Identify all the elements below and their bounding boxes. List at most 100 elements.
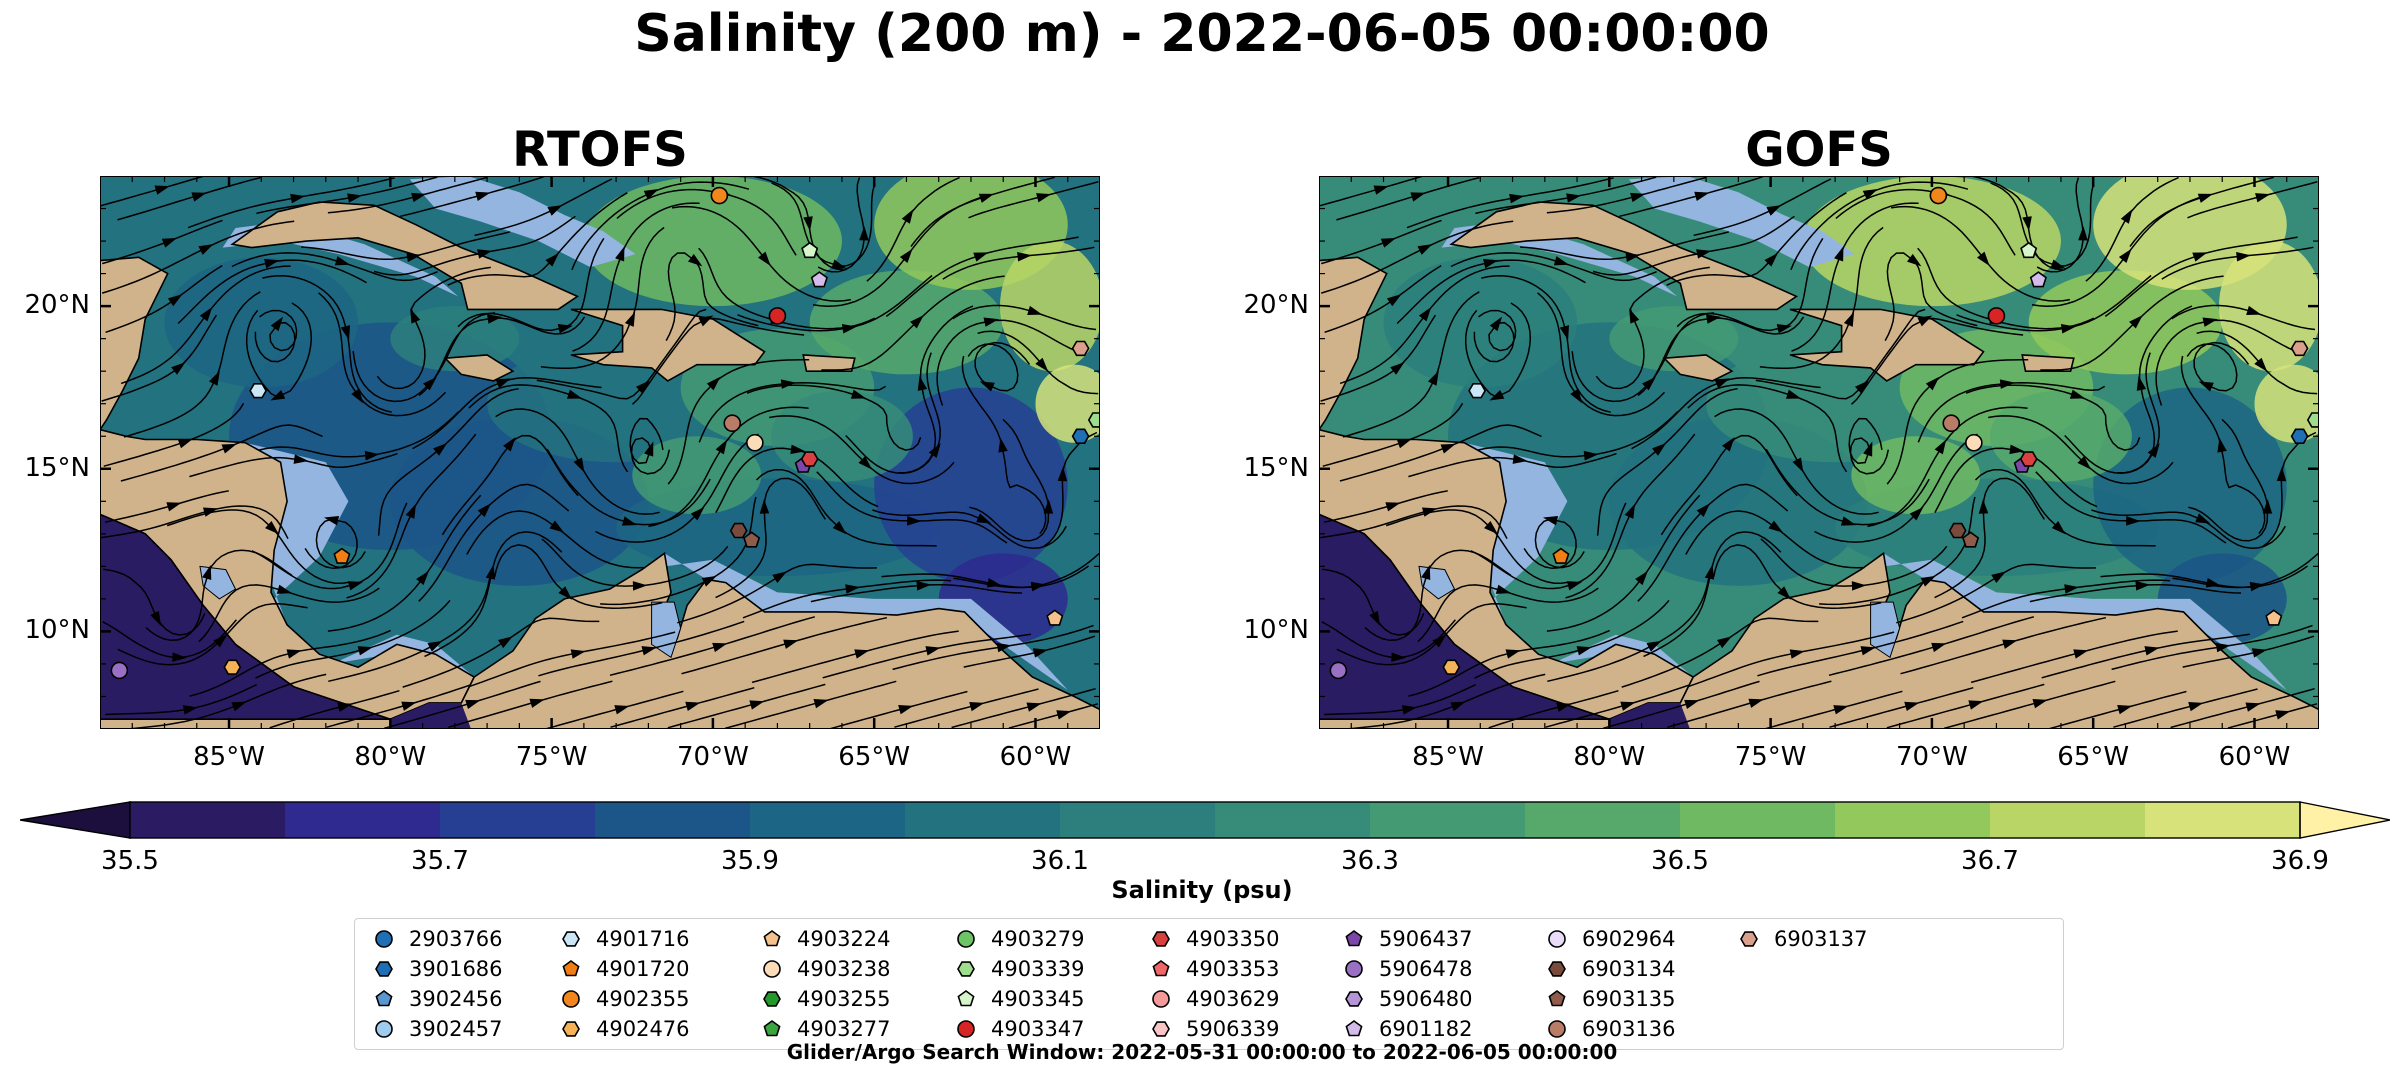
legend-item: 5906437 <box>1343 925 1473 953</box>
pentagon-marker-icon <box>1345 930 1363 947</box>
float-marker-4903339 <box>1087 412 1100 428</box>
land-southAm <box>100 551 1100 729</box>
colorbar <box>20 801 2390 839</box>
legend-label: 4903347 <box>991 1017 1085 1041</box>
float-marker-6901182 <box>2029 271 2047 288</box>
colorbar-segment <box>440 802 596 838</box>
land-jamaica <box>1662 354 1734 382</box>
colorbar-label: Salinity (psu) <box>1111 876 1293 904</box>
legend-item: 4903277 <box>761 1015 891 1043</box>
pentagon-marker-icon <box>1345 1020 1363 1037</box>
colorbar-tick-label: 36.9 <box>2271 846 2329 876</box>
legend-label: 4903279 <box>991 927 1085 951</box>
colorbar-segment <box>1990 802 2146 838</box>
land-jamaica <box>443 354 515 382</box>
float-marker-6901182 <box>810 271 828 288</box>
legend-item: 4902476 <box>560 1015 690 1043</box>
hexagon-marker-icon <box>562 1021 580 1037</box>
x-tick-label: 65°W <box>838 742 911 772</box>
float-marker-4901720 <box>333 547 351 564</box>
float-marker-4902355 <box>1929 186 1948 205</box>
legend-item: 5906339 <box>1150 1015 1280 1043</box>
land-puertoRico <box>2021 354 2075 372</box>
legend-item: 4903347 <box>955 1015 1085 1043</box>
legend-label: 6903134 <box>1582 957 1676 981</box>
float-marker-6903137 <box>1071 340 1090 357</box>
colorbar-under-arrow <box>20 801 131 839</box>
hexagon-marker-icon <box>1345 991 1363 1007</box>
legend-label: 6902964 <box>1582 927 1676 951</box>
float-marker-4903350 <box>800 451 819 467</box>
land-cuba <box>1449 201 1799 311</box>
pentagon-marker-icon <box>763 930 781 947</box>
legend-item: 6903135 <box>1546 985 1676 1013</box>
legend-item: 5906480 <box>1343 985 1473 1013</box>
circle-marker-icon <box>763 960 781 978</box>
hexagon-marker-icon <box>562 931 580 947</box>
y-tick-label: 10°N <box>1243 615 1309 646</box>
land-southAm <box>1319 551 2319 729</box>
circle-marker-icon <box>375 1020 393 1038</box>
float-marker-4903238 <box>746 433 764 452</box>
legend-item: 2903766 <box>373 925 503 953</box>
circle-marker-icon <box>375 930 393 948</box>
legend-label: 3902457 <box>409 1017 503 1041</box>
legend-item: 4903345 <box>955 985 1085 1013</box>
hexagon-marker-icon <box>957 961 975 977</box>
x-tick-label: 85°W <box>1412 742 1484 772</box>
colorbar-segment <box>285 802 441 838</box>
float-marker-4903347 <box>1987 307 2006 325</box>
float-marker-3901686 <box>1071 428 1090 445</box>
legend-item: 4902355 <box>560 985 690 1013</box>
legend-label: 4903350 <box>1186 927 1280 951</box>
legend-item: 4901716 <box>560 925 690 953</box>
float-marker-4902476 <box>1442 659 1461 675</box>
hexagon-marker-icon <box>375 961 393 977</box>
legend-label: 5906339 <box>1186 1017 1280 1041</box>
float-marker-6903134 <box>1948 522 1967 539</box>
streamlines <box>1319 176 2319 729</box>
float-marker-4903224 <box>1046 609 1064 626</box>
pentagon-marker-icon <box>375 990 393 1007</box>
legend-item: 6903137 <box>1738 925 1868 953</box>
x-tick-label: 80°W <box>1573 742 1646 772</box>
legend-item: 6901182 <box>1343 1015 1473 1043</box>
float-marker-4902476 <box>223 659 242 675</box>
pentagon-marker-icon <box>1548 990 1566 1007</box>
legend-label: 3902456 <box>409 987 503 1011</box>
legend-label: 2903766 <box>409 927 503 951</box>
colorbar-segment <box>1215 802 1371 838</box>
legend-item: 4903224 <box>761 925 891 953</box>
legend-item: 4903353 <box>1150 955 1280 983</box>
legend-item: 3902456 <box>373 985 503 1013</box>
x-tick-label: 85°W <box>193 742 265 772</box>
float-marker-3901686 <box>2290 428 2309 445</box>
legend-label: 3901686 <box>409 957 503 981</box>
circle-marker-icon <box>957 930 975 948</box>
legend-label: 4903353 <box>1186 957 1280 981</box>
y-tick-label: 15°N <box>1243 452 1309 483</box>
legend-label: 6903137 <box>1774 927 1868 951</box>
land-yucatan <box>1319 256 1388 432</box>
float-marker-4903224 <box>2265 609 2283 626</box>
circle-marker-icon <box>957 1020 975 1038</box>
land-hispaniola <box>1789 308 1985 382</box>
hexagon-marker-icon <box>763 991 781 1007</box>
legend-label: 5906480 <box>1379 987 1473 1011</box>
legend-item: 3901686 <box>373 955 503 983</box>
hexagon-marker-icon <box>1152 1021 1170 1037</box>
legend-label: 4903224 <box>797 927 891 951</box>
pentagon-marker-icon <box>957 990 975 1007</box>
float-marker-4903350 <box>2019 451 2038 467</box>
land-puertoRico <box>802 354 856 372</box>
colorbar-segment <box>1835 802 1991 838</box>
x-tick-label: 70°W <box>1895 742 1968 772</box>
float-legend: 2903766 3901686 3902456 3902457 4901716 49017… <box>354 918 2064 1050</box>
x-tick-label: 70°W <box>676 742 749 772</box>
legend-item: 5906478 <box>1343 955 1473 983</box>
x-tick-label: 75°W <box>1734 742 1807 772</box>
colorbar-segment <box>1060 802 1216 838</box>
figure-title: Salinity (200 m) - 2022-06-05 00:00:00 <box>634 4 1770 64</box>
float-marker-6903135 <box>1962 531 1980 548</box>
float-marker-4903347 <box>768 307 787 325</box>
